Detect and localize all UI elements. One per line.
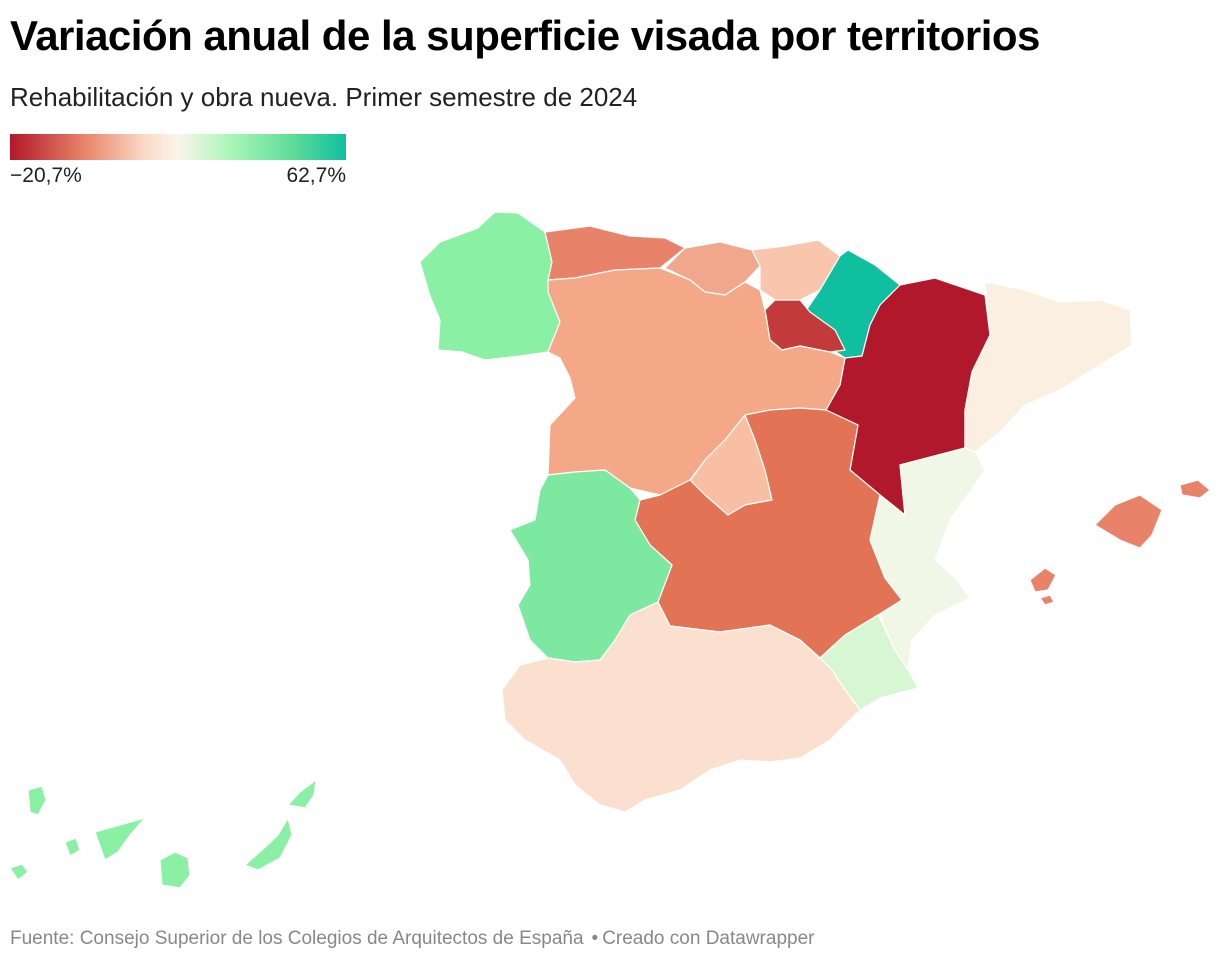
chart-subtitle: Rehabilitación y obra nueva. Primer seme… (10, 82, 638, 112)
separator-dot: • (591, 928, 599, 949)
chart-title: Variación anual de la superficie visada … (10, 12, 1040, 59)
legend-gradient-bar (10, 134, 346, 160)
legend-max-label: 62,7% (286, 164, 346, 187)
region-andalucia[interactable] (501, 601, 861, 813)
footer: Fuente: Consejo Superior de los Colegios… (10, 928, 814, 950)
legend-min-label: −20,7% (10, 164, 82, 187)
source-text: Fuente: Consejo Superior de los Colegios… (10, 928, 584, 949)
region-pais-vasco[interactable] (751, 239, 841, 301)
color-legend: −20,7% 62,7% (10, 134, 346, 187)
region-baleares[interactable] (1029, 479, 1211, 606)
spain-choropleth-map (9, 211, 1211, 889)
credit-link[interactable]: Creado con Datawrapper (602, 928, 815, 949)
region-canarias[interactable] (9, 779, 317, 889)
region-galicia[interactable] (419, 211, 561, 361)
region-cataluna[interactable] (964, 281, 1133, 453)
